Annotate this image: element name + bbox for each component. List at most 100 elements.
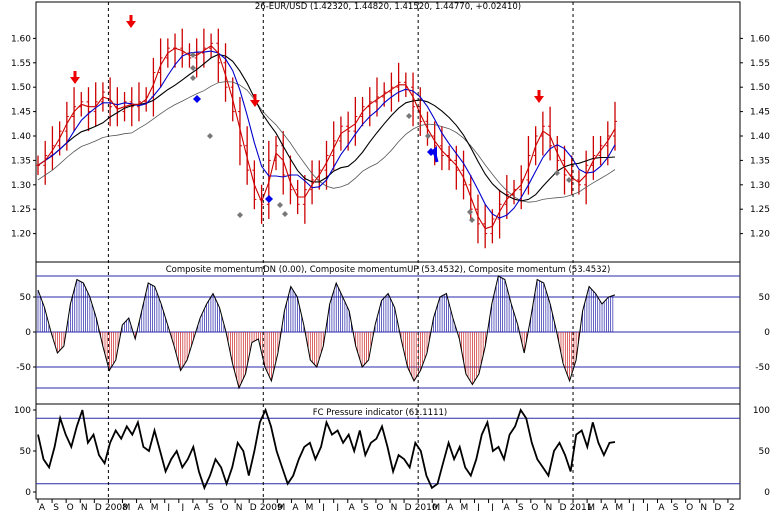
x-tick-label: A <box>292 503 299 511</box>
momentum-ytick-label-right: 0 <box>764 328 770 338</box>
x-tick-label: 2008 <box>105 503 128 511</box>
x-tick-label: J <box>180 503 184 511</box>
pressure-ytick-label-right: 100 <box>753 406 770 416</box>
sell-arrowhead-icon <box>250 100 260 107</box>
x-tick-label: D <box>405 503 412 511</box>
price-ytick-label-right: 1.35 <box>750 156 770 166</box>
price-ytick-label-right: 1.30 <box>750 181 770 191</box>
x-tick-label: J <box>321 503 325 511</box>
price-ytick-label-left: 1.55 <box>11 59 31 69</box>
gray-marker-icon <box>207 133 213 139</box>
x-tick-label: J <box>335 503 339 511</box>
x-tick-label: A <box>658 503 665 511</box>
x-tick-label: O <box>376 503 383 511</box>
x-tick-label: M <box>277 503 285 511</box>
x-tick-label: S <box>53 503 59 511</box>
ma-fast-line <box>37 44 616 230</box>
x-tick-label: A <box>39 503 46 511</box>
x-tick-label: M <box>306 503 314 511</box>
x-tick-label: A <box>602 503 609 511</box>
price-ytick-label-right: 1.55 <box>750 59 770 69</box>
x-tick-label: 2009 <box>260 503 283 511</box>
gray-marker-icon <box>282 211 288 217</box>
gray-marker-icon <box>554 170 560 176</box>
x-tick-label: M <box>123 503 131 511</box>
price-ytick-label-left: 1.25 <box>11 205 31 215</box>
x-tick-label: N <box>236 503 243 511</box>
price-ytick-label-left: 1.20 <box>11 230 31 240</box>
x-tick-label: O <box>221 503 228 511</box>
price-ytick-label-right: 1.25 <box>750 205 770 215</box>
pressure-line <box>37 407 616 491</box>
gray-marker-icon <box>190 75 196 81</box>
x-tick-label: S <box>208 503 214 511</box>
x-tick-label: D <box>559 503 566 511</box>
x-tick-label: N <box>700 503 707 511</box>
pressure-ytick-label-right: 50 <box>759 447 771 457</box>
pressure-panel: 100 100 50 50 0 0 <box>14 403 771 500</box>
x-tick-label: O <box>686 503 693 511</box>
price-ytick-label-right: 1.20 <box>750 230 770 240</box>
price-ytick-label-right: 1.40 <box>750 132 770 142</box>
x-tick-label: N <box>391 503 398 511</box>
price-ytick-label-right: 1.60 <box>750 34 770 44</box>
x-tick-label: A <box>137 503 144 511</box>
x-tick-label: 2011 <box>570 503 593 511</box>
momentum-ytick-label-left: 50 <box>20 293 32 303</box>
gray-marker-icon <box>467 209 473 215</box>
x-tick-label: N <box>546 503 553 511</box>
momentum-title: Composite momentumDN (0.00), Composite m… <box>166 265 611 275</box>
gray-marker-icon <box>277 202 283 208</box>
gray-marker-icon <box>406 113 412 119</box>
gray-marker-icon <box>190 52 196 58</box>
pressure-ytick-label-left: 100 <box>14 406 31 416</box>
x-tick-label: J <box>631 503 635 511</box>
momentum-ytick-label-left: -50 <box>16 363 31 373</box>
x-tick-label: S <box>673 503 679 511</box>
buy-arrowhead-icon <box>429 146 437 156</box>
price-ytick-label-left: 1.60 <box>11 34 31 44</box>
x-tick-label: D <box>250 503 257 511</box>
x-tick-label: J <box>476 503 480 511</box>
x-tick-label: D <box>95 503 102 511</box>
price-ytick-label-right: 1.50 <box>750 83 770 93</box>
x-tick-label: M <box>615 503 623 511</box>
x-tick-label: S <box>363 503 369 511</box>
x-tick-label: S <box>518 503 524 511</box>
pressure-ytick-label-left: 50 <box>20 447 32 457</box>
x-tick-label: 2010 <box>415 503 438 511</box>
x-tick-label: M <box>587 503 595 511</box>
pressure-title: FC Pressure indicator (61.1111) <box>313 408 447 418</box>
gray-marker-icon <box>237 212 243 218</box>
x-tick-label: M <box>151 503 159 511</box>
x-tick-label: J <box>645 503 649 511</box>
pressure-ytick-label-right: 0 <box>764 488 770 498</box>
x-tick-label: 2 <box>729 503 735 511</box>
x-tick-label: D <box>714 503 721 511</box>
price-ytick-label-left: 1.50 <box>11 83 31 93</box>
price-panel: 1.20 1.20 1.25 1.25 1.30 1.30 1.35 1.35 1.40 1.40… <box>11 1 770 263</box>
gray-marker-icon <box>566 177 572 183</box>
momentum-line <box>37 275 616 390</box>
x-tick-label: A <box>349 503 356 511</box>
x-tick-label: O <box>531 503 538 511</box>
x-tick-label: N <box>81 503 88 511</box>
gray-marker-icon <box>469 217 475 223</box>
sell-arrowhead-icon <box>70 77 80 84</box>
x-tick-label: M <box>432 503 440 511</box>
gray-marker-icon <box>190 65 196 71</box>
price-title: 26-EUR/USD (1.42320, 1.44820, 1.41520, 1… <box>255 2 521 12</box>
x-tick-label: A <box>504 503 511 511</box>
sell-arrowhead-icon <box>534 96 544 103</box>
price-ytick-label-right: 1.45 <box>750 108 770 118</box>
ma-slowest-line <box>37 81 616 203</box>
x-tick-label: J <box>490 503 494 511</box>
x-tick-label: A <box>447 503 454 511</box>
x-tick-label: M <box>461 503 469 511</box>
gray-marker-icon <box>425 133 431 139</box>
x-tick-label: J <box>166 503 170 511</box>
price-ytick-label-left: 1.45 <box>11 108 31 118</box>
